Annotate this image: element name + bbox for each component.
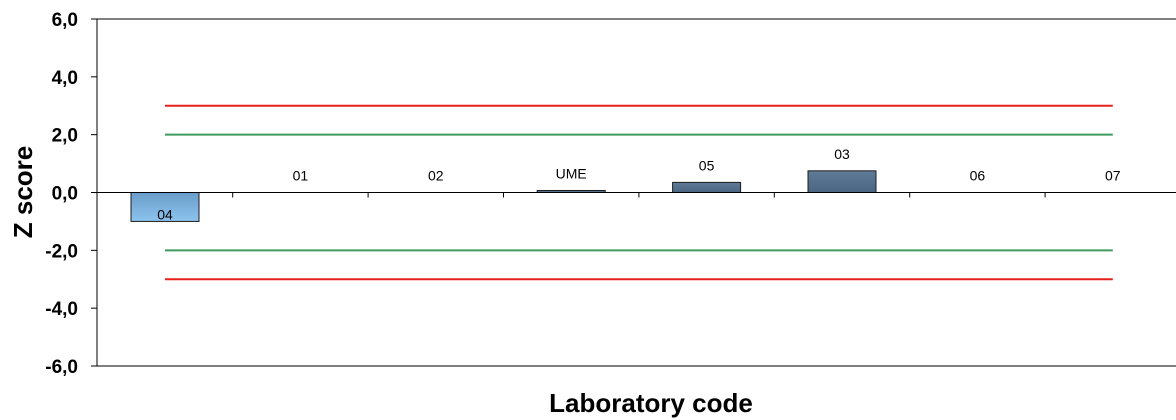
category-label: 06 — [970, 168, 986, 184]
y-axis-title: Z score — [8, 146, 38, 239]
bar — [807, 170, 877, 193]
category-label: 03 — [834, 146, 850, 162]
y-tick-label: 4,0 — [52, 68, 78, 89]
bar — [672, 181, 742, 193]
y-tick-label: -6,0 — [45, 357, 78, 378]
y-tick-label: 2,0 — [52, 126, 78, 147]
category-label: UME — [556, 165, 587, 181]
category-label: 05 — [699, 157, 715, 173]
x-axis-title: Laboratory code — [549, 388, 753, 418]
category-label: 04 — [157, 207, 173, 223]
y-tick-label: -2,0 — [45, 241, 78, 262]
bars — [130, 170, 877, 222]
reference-lines — [165, 104, 1113, 281]
bar — [130, 192, 200, 222]
category-label: 02 — [428, 168, 444, 184]
y-tick-label: -4,0 — [45, 299, 78, 320]
y-tick-label: 6,0 — [52, 10, 78, 31]
category-label: 01 — [293, 168, 309, 184]
y-tick-label: 0,0 — [52, 184, 78, 205]
category-label: 07 — [1105, 168, 1121, 184]
y-tick-labels: 6,0 4,0 2,0 0,0 -2,0 -4,0 -6,0 — [45, 10, 97, 378]
axes — [96, 18, 1176, 367]
category-labels: 04 01 02 UME 05 03 06 07 — [157, 146, 1121, 223]
